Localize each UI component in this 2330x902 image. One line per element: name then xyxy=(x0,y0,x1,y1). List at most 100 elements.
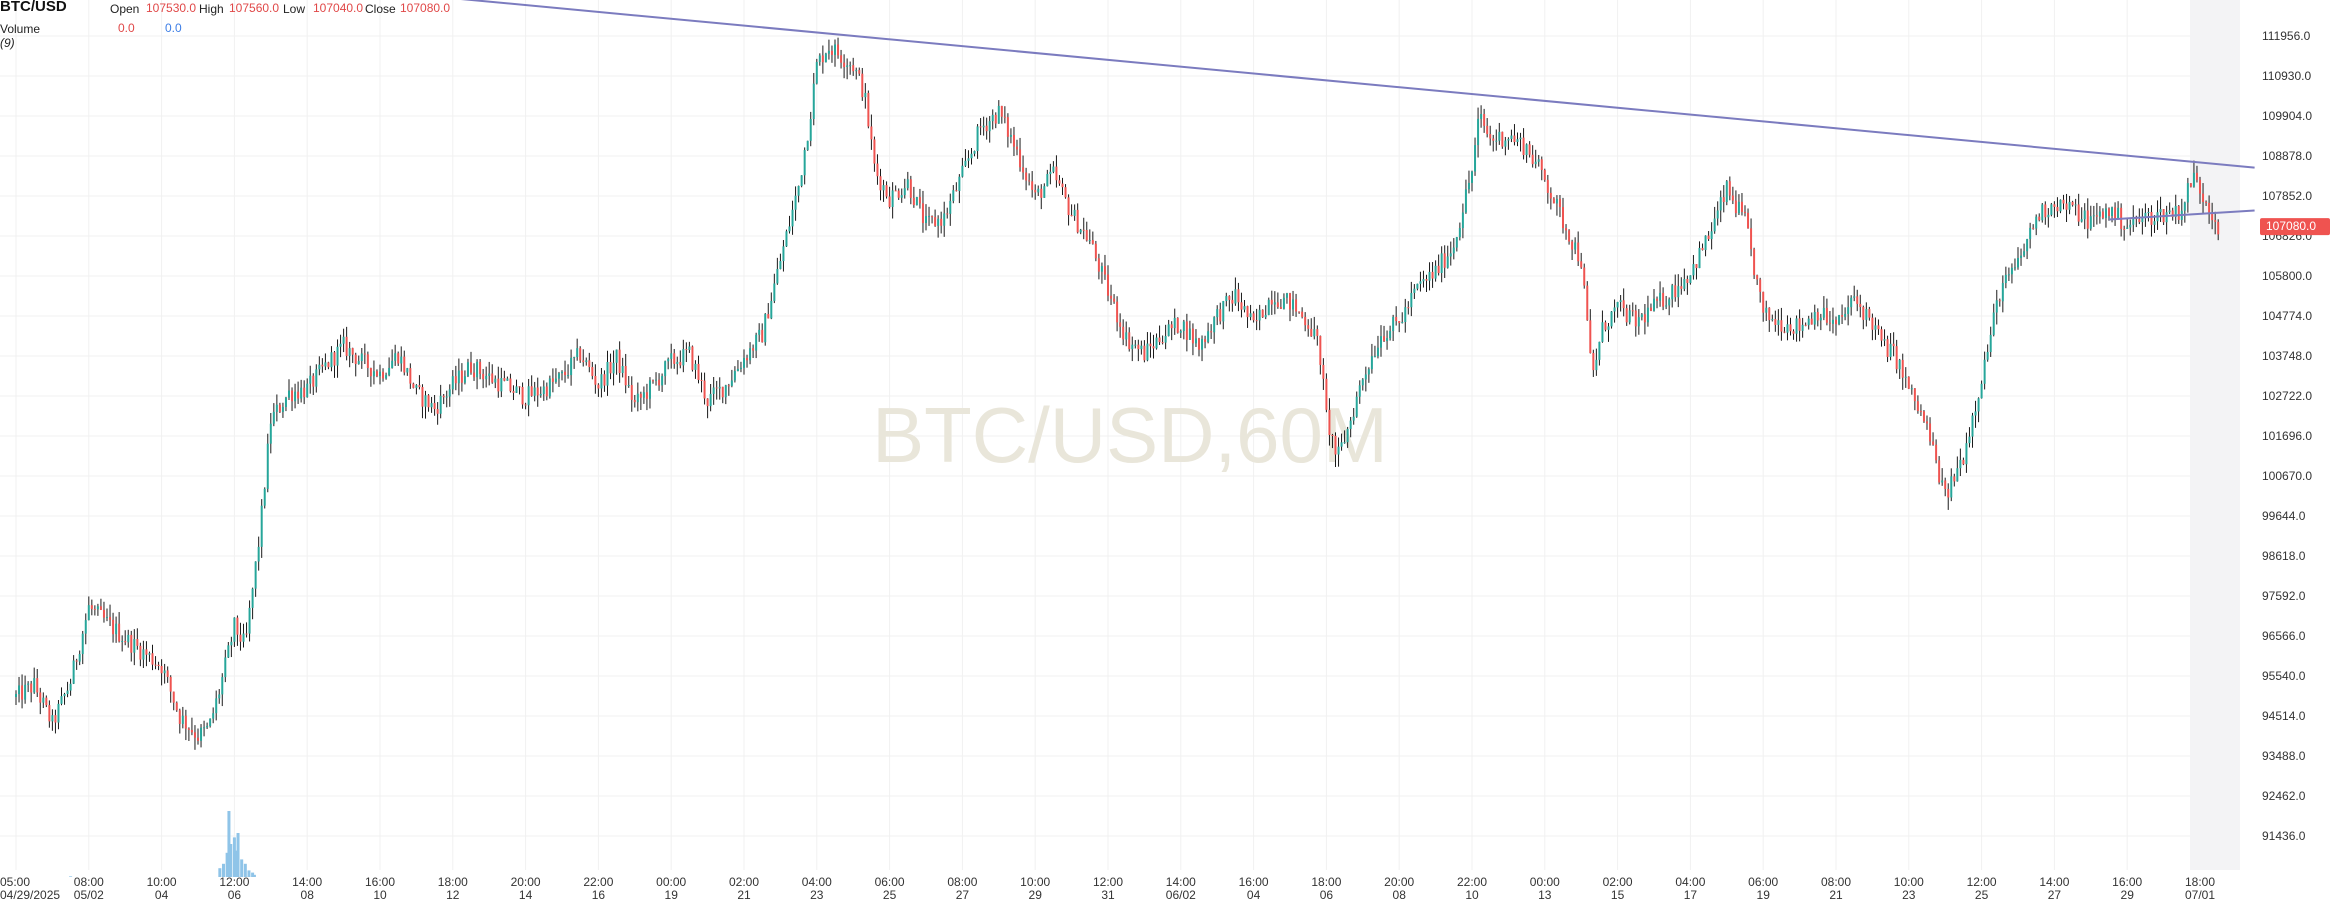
y-tick-label: 109904.0 xyxy=(2262,109,2312,123)
x-tick-time: 16:00 xyxy=(1239,875,1269,889)
volume-bar xyxy=(232,837,236,877)
candle-body xyxy=(1944,480,1947,489)
candle-body xyxy=(1304,316,1307,326)
candle-body xyxy=(436,409,439,414)
candle-body xyxy=(2104,208,2107,218)
candle-body xyxy=(309,375,312,384)
candle-body xyxy=(1355,396,1358,417)
candle-body xyxy=(1146,343,1149,361)
candle-body xyxy=(652,380,654,382)
volume-param: (9) xyxy=(0,36,15,50)
candle-body xyxy=(2004,274,2007,284)
candle-body xyxy=(1874,325,1877,330)
candle-body xyxy=(2123,228,2126,230)
candle-body xyxy=(457,370,460,384)
candle-body xyxy=(230,641,233,646)
candle-body xyxy=(1568,230,1571,242)
candle-body xyxy=(1677,286,1680,298)
candle-body xyxy=(1586,285,1589,321)
trendline[interactable] xyxy=(380,0,2255,169)
candle-body xyxy=(2035,216,2038,229)
candle-body xyxy=(1483,114,1486,126)
candle-body xyxy=(96,606,99,610)
candle-body xyxy=(1932,441,1935,445)
candle-body xyxy=(970,153,973,159)
candle-body xyxy=(1019,149,1022,168)
x-tick-date: 25 xyxy=(883,888,897,902)
candle-body xyxy=(1750,228,1753,250)
candle-body xyxy=(1091,240,1094,244)
candle-body xyxy=(2059,199,2062,212)
candle-body xyxy=(739,367,742,369)
volume-value-1: 0.0 xyxy=(118,21,135,35)
candle-body xyxy=(1495,140,1498,142)
candle-body xyxy=(476,361,479,378)
candle-body xyxy=(15,694,17,698)
candle-body xyxy=(172,691,175,703)
candle-body xyxy=(2056,206,2059,212)
candle-body xyxy=(48,705,51,722)
candle-body xyxy=(1364,374,1367,380)
candle-body xyxy=(994,114,997,124)
candle-body xyxy=(1058,180,1061,184)
candle-body xyxy=(2132,216,2135,225)
candle-body xyxy=(2211,213,2214,221)
candle-body xyxy=(394,353,397,361)
candle-body xyxy=(2129,224,2132,228)
candle-body xyxy=(218,694,221,699)
candle-body xyxy=(2189,183,2192,187)
candle-body xyxy=(1868,309,1871,318)
candle-body xyxy=(366,354,369,369)
candle-body xyxy=(864,92,867,98)
trendline[interactable] xyxy=(2108,209,2255,221)
candle-body xyxy=(961,165,964,177)
candle-body xyxy=(888,196,891,208)
candle-body xyxy=(1992,312,1995,335)
candle-body xyxy=(1194,338,1197,344)
candle-body xyxy=(709,393,712,407)
x-tick-date: 19 xyxy=(665,888,679,902)
candle-body xyxy=(1616,301,1619,308)
candle-body xyxy=(24,684,27,700)
candle-body xyxy=(612,362,615,374)
candle-body xyxy=(109,617,112,620)
candle-body xyxy=(197,737,199,741)
candle-body xyxy=(1841,315,1844,317)
candle-body xyxy=(1458,228,1461,238)
current-price-tag-label: 107080.0 xyxy=(2266,219,2316,233)
candle-body xyxy=(1358,385,1361,397)
candle-body xyxy=(1865,309,1868,320)
candle-body xyxy=(1929,423,1932,442)
candle-body xyxy=(1919,410,1922,412)
candle-body xyxy=(1407,307,1410,309)
candle-body xyxy=(1525,144,1528,156)
candle-body xyxy=(121,640,124,642)
candle-body xyxy=(567,375,570,377)
candle-body xyxy=(645,392,648,399)
candle-body xyxy=(797,185,800,196)
candle-body xyxy=(2144,212,2147,218)
candle-body xyxy=(1103,266,1106,275)
y-tick-label: 105800.0 xyxy=(2262,269,2312,283)
candle-body xyxy=(712,387,715,394)
candle-body xyxy=(157,664,160,666)
candle-body xyxy=(1006,117,1009,137)
candle-body xyxy=(1880,329,1883,341)
candle-body xyxy=(124,640,127,643)
price-axis: 111956.0 110930.0 109904.0 108878.0 107852.0… xyxy=(2262,29,2312,843)
candle-body xyxy=(743,357,745,368)
candle-body xyxy=(1322,364,1325,379)
candle-body xyxy=(694,363,697,370)
right-shaded-region xyxy=(2190,0,2240,870)
candle-body xyxy=(1182,321,1185,331)
candle-body xyxy=(1170,324,1173,329)
candle-body xyxy=(1122,326,1125,340)
candle-body xyxy=(2214,220,2217,222)
candle-body xyxy=(1119,322,1122,327)
x-tick-time: 20:00 xyxy=(1384,875,1414,889)
candle-body xyxy=(151,653,154,665)
candle-body xyxy=(1980,383,1983,399)
candle-body xyxy=(615,349,618,363)
candle-body xyxy=(2007,274,2010,276)
